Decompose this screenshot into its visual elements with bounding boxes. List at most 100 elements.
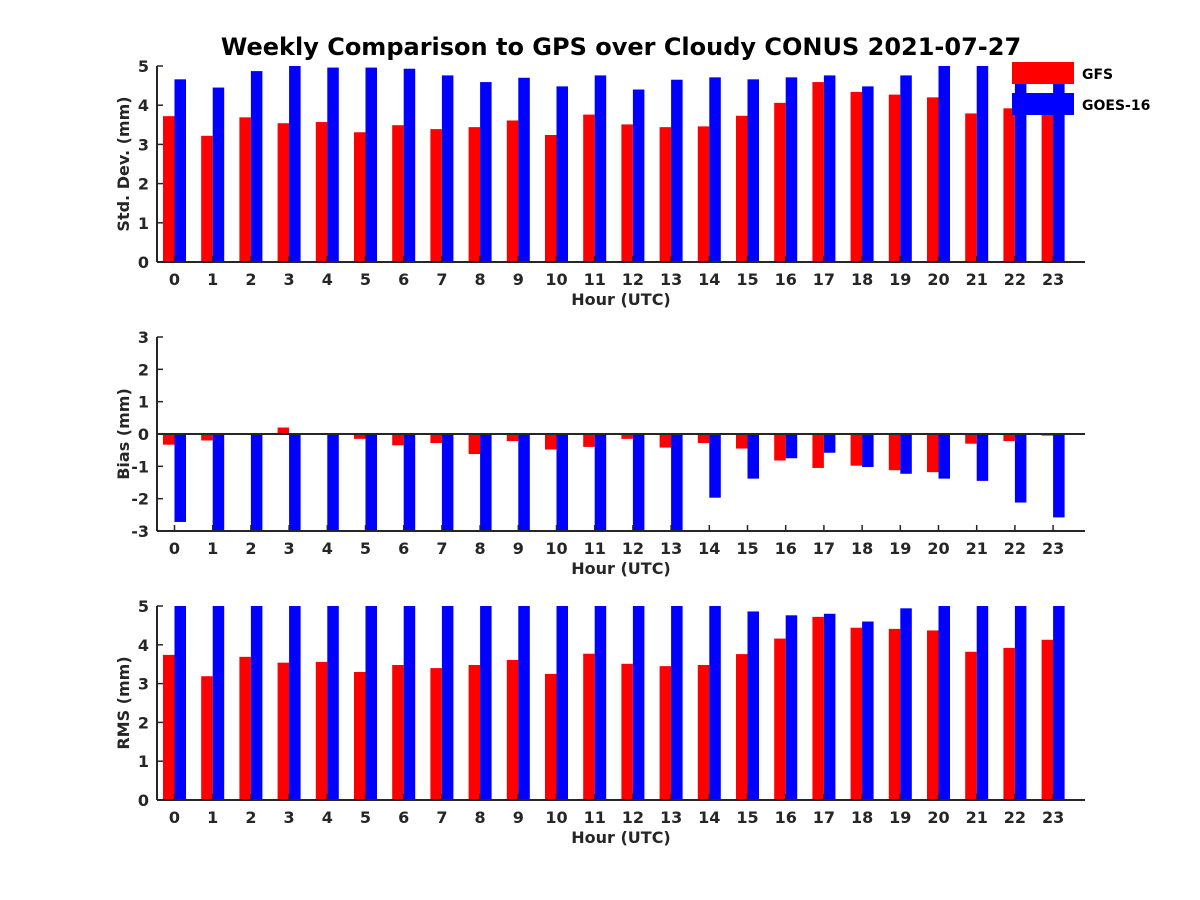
y-tick-label: -2 <box>131 490 149 509</box>
x-tick-label: 20 <box>927 808 949 827</box>
bar-goes-16-hour-3 <box>289 606 301 800</box>
y-tick-label: -3 <box>131 522 149 541</box>
x-tick-label: 20 <box>927 270 949 289</box>
x-tick-label: 3 <box>284 539 295 558</box>
x-tick-label: 21 <box>966 808 988 827</box>
x-tick-label: 17 <box>813 808 835 827</box>
bar-gfs-hour-13 <box>659 434 672 448</box>
bar-gfs-hour-13 <box>659 666 672 800</box>
y-tick-label: 5 <box>138 597 149 616</box>
bar-gfs-hour-8 <box>468 434 481 455</box>
bar-gfs-hour-3 <box>277 662 290 800</box>
y-axis-label: Std. Dev. (mm) <box>114 96 133 231</box>
x-tick-label: 6 <box>398 808 409 827</box>
x-tick-label: 15 <box>736 539 758 558</box>
bar-gfs-hour-14 <box>697 664 710 800</box>
x-tick-label: 9 <box>513 539 524 558</box>
bar-gfs-hour-9 <box>506 659 519 800</box>
bar-gfs-hour-14 <box>697 126 710 263</box>
bar-goes-16-hour-14 <box>709 77 721 263</box>
y-tick-label: 3 <box>138 135 149 154</box>
bar-goes-16-hour-18 <box>862 621 874 800</box>
x-tick-label: 10 <box>545 808 567 827</box>
chart-title: Weekly Comparison to GPS over Cloudy CON… <box>221 33 1021 61</box>
bar-gfs-hour-15 <box>736 654 748 800</box>
bar-gfs-hour-23 <box>1041 101 1054 262</box>
x-tick-label: 14 <box>698 808 720 827</box>
x-tick-label: 4 <box>322 539 333 558</box>
legend-label-goes-16: GOES-16 <box>1082 98 1150 114</box>
bar-goes-16-hour-3 <box>289 434 301 531</box>
x-tick-label: 11 <box>584 539 606 558</box>
bar-goes-16-hour-9 <box>518 77 530 262</box>
bar-goes-16-hour-8 <box>480 434 492 531</box>
bar-gfs-hour-15 <box>736 434 748 449</box>
bar-goes-16-hour-6 <box>403 434 416 531</box>
bar-goes-16-hour-12 <box>632 606 645 800</box>
bar-goes-16-hour-18 <box>862 434 874 467</box>
bar-gfs-hour-22 <box>1003 434 1015 442</box>
bar-gfs-hour-7 <box>430 434 442 444</box>
y-tick-label: 1 <box>138 752 149 771</box>
bar-gfs-hour-19 <box>888 94 901 263</box>
x-tick-label: 10 <box>545 270 567 289</box>
x-tick-label: 8 <box>475 539 486 558</box>
bar-goes-16-hour-10 <box>556 606 568 800</box>
y-tick-label: 1 <box>138 214 149 233</box>
x-tick-label: 15 <box>736 808 758 827</box>
y-tick-label: -1 <box>131 457 149 476</box>
bar-goes-16-hour-10 <box>556 434 568 531</box>
bar-goes-16-hour-3 <box>289 66 301 262</box>
bar-goes-16-hour-6 <box>403 606 416 800</box>
bar-goes-16-hour-16 <box>785 77 798 263</box>
bar-gfs-hour-12 <box>621 124 633 262</box>
y-tick-label: 4 <box>138 96 149 115</box>
x-tick-label: 15 <box>736 270 758 289</box>
bar-goes-16-hour-11 <box>594 75 607 262</box>
x-tick-label: 7 <box>436 539 447 558</box>
x-tick-label: 18 <box>851 270 873 289</box>
legend-label-gfs: GFS <box>1082 67 1113 83</box>
bar-goes-16-hour-13 <box>671 606 683 800</box>
bar-goes-16-hour-2 <box>250 434 263 531</box>
bar-gfs-hour-2 <box>239 656 251 800</box>
bar-gfs-hour-22 <box>1003 647 1015 800</box>
y-tick-label: 3 <box>138 328 149 347</box>
bar-goes-16-hour-23 <box>1053 66 1065 262</box>
bar-goes-16-hour-0 <box>174 606 186 800</box>
bar-goes-16-hour-8 <box>480 606 492 800</box>
legend: GFS GOES-16 <box>1012 62 1150 115</box>
x-tick-label: 1 <box>207 808 218 827</box>
x-tick-label: 2 <box>245 539 256 558</box>
bar-goes-16-hour-17 <box>823 434 836 453</box>
bar-gfs-hour-6 <box>392 125 404 262</box>
bar-gfs-hour-21 <box>965 434 977 444</box>
bar-goes-16-hour-21 <box>976 66 989 262</box>
bar-goes-16-hour-11 <box>594 606 607 800</box>
bar-gfs-hour-16 <box>774 638 786 800</box>
x-tick-label: 1 <box>207 539 218 558</box>
bar-gfs-hour-10 <box>545 434 557 450</box>
bar-gfs-hour-2 <box>239 117 251 262</box>
bar-goes-16-hour-5 <box>365 67 377 262</box>
bar-gfs-hour-23 <box>1041 639 1054 800</box>
bar-goes-16-hour-21 <box>976 606 989 800</box>
x-tick-label: 0 <box>169 808 180 827</box>
bar-gfs-hour-17 <box>812 616 824 800</box>
y-tick-label: 0 <box>138 425 149 444</box>
x-tick-label: 7 <box>436 808 447 827</box>
bar-gfs-hour-22 <box>1003 108 1015 262</box>
bar-goes-16-hour-4 <box>327 67 339 262</box>
x-tick-label: 12 <box>622 539 644 558</box>
bar-goes-16-hour-2 <box>250 606 263 800</box>
y-tick-label: 1 <box>138 393 149 412</box>
x-tick-label: 4 <box>322 270 333 289</box>
x-tick-label: 14 <box>698 270 720 289</box>
bar-gfs-hour-3 <box>277 427 290 434</box>
bar-gfs-hour-5 <box>354 671 366 800</box>
bar-goes-16-hour-22 <box>1014 68 1027 263</box>
bar-gfs-hour-6 <box>392 664 404 800</box>
bar-goes-16-hour-19 <box>900 75 912 262</box>
bar-gfs-hour-20 <box>927 434 939 473</box>
